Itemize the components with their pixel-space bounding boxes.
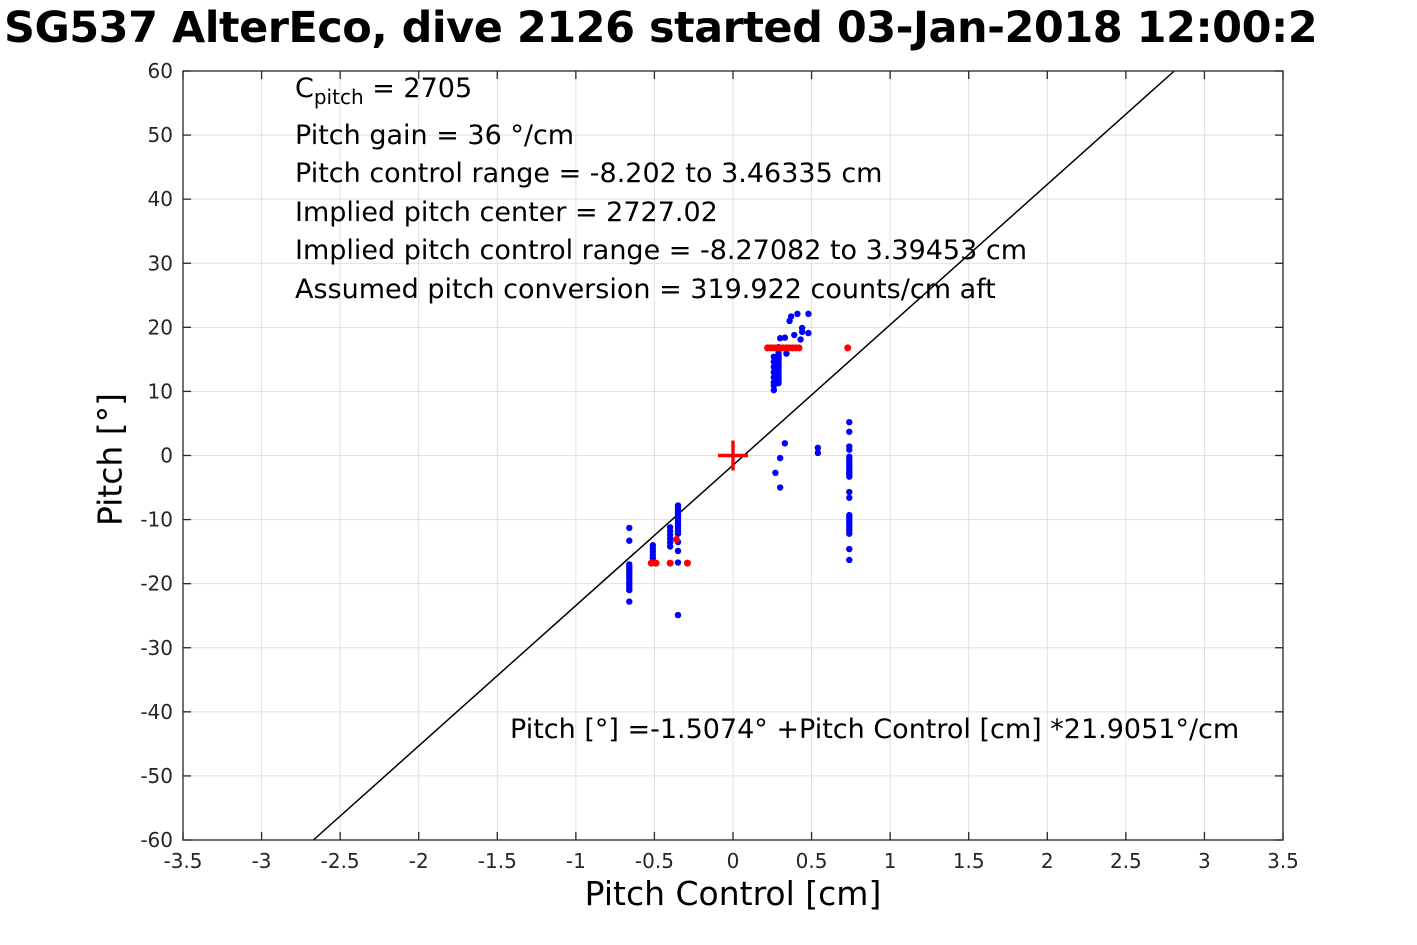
svg-text:2: 2 [1041,849,1054,873]
svg-text:1.5: 1.5 [953,849,985,873]
svg-text:-1.5: -1.5 [478,849,517,873]
axis-ticks [182,70,1284,841]
series-observed-pitch-vs-pitch-control [626,310,853,619]
svg-text:3: 3 [1198,849,1211,873]
svg-text:-20: -20 [140,572,173,596]
svg-text:20: 20 [148,315,173,339]
annotation-line-3: Pitch control range = -8.202 to 3.46335 … [295,158,883,189]
svg-text:-60: -60 [140,828,173,852]
svg-text:-3: -3 [252,849,272,873]
svg-text:50: 50 [148,123,173,147]
series-implied-pitch-center [718,440,748,471]
series-commanded-reference-pitch [647,344,852,567]
x-tick-labels: -3.5 -3 -2.5 -2 -1.5 -1 -0.5 0 0.5 1 1.5 2 2.5 3 3.5 [163,849,1298,873]
y-axis-label: Pitch [°] [90,392,130,527]
svg-text:60: 60 [148,59,173,83]
svg-text:-2.5: -2.5 [321,849,360,873]
svg-text:0.5: 0.5 [796,849,828,873]
svg-text:-1: -1 [566,849,586,873]
annotation-line-1: Cpitch = 2705 [295,73,473,109]
svg-text:-10: -10 [140,508,173,532]
svg-text:40: 40 [148,187,173,211]
y-tick-labels: -60 -50 -40 -30 -20 -10 0 10 20 30 40 50 60 [140,59,173,852]
figure-title: SG537 AlterEco, dive 2126 started 03-Jan… [4,3,1318,53]
svg-text:1: 1 [884,849,897,873]
x-axis-label: Pitch Control [cm] [584,874,882,913]
fit-equation-label: Pitch [°] =-1.5074° +Pitch Control [cm] … [510,714,1240,745]
svg-text:-3.5: -3.5 [163,849,202,873]
svg-text:-30: -30 [140,636,173,660]
annotation-line-6: Assumed pitch conversion = 319.922 count… [295,273,996,305]
svg-text:30: 30 [148,251,173,275]
svg-text:0: 0 [727,849,740,873]
svg-text:-2: -2 [409,849,429,873]
svg-text:-0.5: -0.5 [635,849,674,873]
svg-text:-50: -50 [140,764,173,788]
calibration-annotation-block: Cpitch = 2705 Pitch gain = 36 °/cm Pitch c… [295,70,1027,309]
annotation-line-4: Implied pitch center = 2727.02 [295,196,718,228]
svg-text:3.5: 3.5 [1267,849,1299,873]
annotation-line-5: Implied pitch control range = -8.27082 t… [295,235,1028,266]
annotation-line-2: Pitch gain = 36 °/cm [295,119,575,151]
svg-text:2.5: 2.5 [1110,849,1142,873]
svg-text:10: 10 [148,379,173,403]
svg-text:0: 0 [160,444,173,468]
annotation-subscript: pitch [313,85,364,109]
svg-text:-40: -40 [140,700,173,724]
